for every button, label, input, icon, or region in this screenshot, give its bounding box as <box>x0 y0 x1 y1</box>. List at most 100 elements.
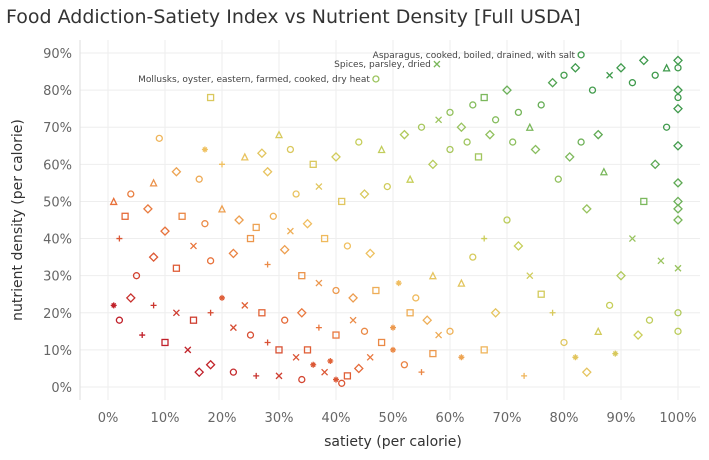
data-point-diamond <box>673 196 683 207</box>
data-point-circle <box>355 138 363 146</box>
data-point-diamond <box>673 140 683 151</box>
data-point-diamond <box>359 189 370 199</box>
y-axis-label: nutrient density (per calorie) <box>10 119 26 321</box>
data-point-circle <box>292 190 300 198</box>
data-point-circle <box>338 379 346 387</box>
data-point-asterisk <box>612 350 619 357</box>
data-point-circle <box>514 108 523 117</box>
data-point-diamond <box>302 218 313 229</box>
data-point-circle <box>372 75 380 83</box>
data-point-cross <box>435 116 443 124</box>
data-point-cross <box>286 227 294 235</box>
data-point-diamond <box>194 367 205 378</box>
x-tick-label: 90% <box>607 411 636 426</box>
data-point-diamond <box>673 203 683 214</box>
data-point-circle <box>446 327 454 335</box>
data-point-plus <box>139 332 146 339</box>
data-point-cross <box>433 60 441 68</box>
data-point-square <box>320 234 329 243</box>
data-point-cross <box>292 353 300 361</box>
data-point-diamond <box>638 55 649 66</box>
data-point-diamond <box>353 363 364 374</box>
data-point-triangle <box>457 278 466 287</box>
data-point-square <box>303 346 312 354</box>
chart-title: Food Addiction-Satiety Index vs Nutrient… <box>6 6 581 28</box>
data-point-square <box>474 153 483 161</box>
data-point-diamond <box>616 62 626 73</box>
data-point-diamond <box>484 129 495 140</box>
data-point-square <box>246 234 255 243</box>
data-point-circle <box>588 86 597 94</box>
y-tick-label: 40% <box>43 233 72 248</box>
data-points <box>109 55 683 387</box>
data-point-plus <box>264 261 271 268</box>
data-point-cross <box>606 71 614 79</box>
x-axis-ticks: 0% 10% 20% 30% 40% 50% 60% 70% 80% 90% 100% <box>98 411 697 426</box>
data-point-circle <box>195 175 203 183</box>
data-point-asterisk <box>333 376 339 383</box>
data-point-circle <box>446 145 454 154</box>
data-point-diamond <box>633 330 644 340</box>
data-point-circle <box>491 116 500 124</box>
data-point-circle <box>298 375 306 384</box>
y-tick-label: 70% <box>43 121 72 136</box>
data-point-square <box>332 331 340 339</box>
data-point-square <box>172 264 181 272</box>
y-tick-label: 80% <box>43 84 72 99</box>
data-point-circle <box>674 64 682 72</box>
data-point-diamond <box>593 129 604 140</box>
data-point-circle <box>469 101 477 109</box>
data-point-diamond <box>564 151 575 162</box>
data-point-cross <box>321 368 329 376</box>
data-point-diamond <box>205 359 216 370</box>
data-point-circle <box>127 190 135 198</box>
data-point-diamond <box>581 203 592 214</box>
data-point-circle <box>383 182 391 191</box>
data-point-cross <box>628 235 636 243</box>
data-point-circle <box>503 216 511 224</box>
data-point-circle <box>417 123 426 131</box>
data-point-plus <box>481 235 488 242</box>
data-point-diamond <box>456 122 467 133</box>
data-point-circle <box>577 138 585 146</box>
data-point-asterisk <box>395 280 402 287</box>
data-point-circle <box>577 51 585 59</box>
data-point-square <box>121 212 129 220</box>
x-tick-label: 10% <box>151 411 180 426</box>
data-point-diamond <box>673 103 683 114</box>
data-point-circle <box>662 123 671 131</box>
data-point-asterisk <box>201 146 208 153</box>
data-point-diamond <box>547 77 558 88</box>
x-tick-label: 50% <box>379 411 408 426</box>
data-point-asterisk <box>310 361 317 368</box>
gridlines <box>79 40 700 400</box>
data-point-square <box>161 338 169 347</box>
data-point-circle <box>360 327 369 335</box>
data-point-diamond <box>673 177 683 188</box>
data-point-triangle <box>217 204 227 213</box>
data-point-diamond <box>399 129 410 140</box>
data-point-circle <box>412 294 420 302</box>
data-point-asterisk <box>219 294 225 301</box>
data-point-plus <box>549 309 556 316</box>
data-point-diamond <box>142 203 153 214</box>
data-point-triangle <box>149 178 158 187</box>
data-point-diamond <box>490 307 501 318</box>
y-tick-label: 50% <box>43 195 72 210</box>
data-point-square <box>178 212 186 220</box>
x-tick-label: 0% <box>98 411 119 426</box>
data-point-diamond <box>673 85 683 96</box>
data-point-diamond <box>262 166 273 177</box>
data-point-circle <box>560 71 568 79</box>
data-point-triangle <box>662 63 671 72</box>
data-point-diamond <box>228 248 239 259</box>
data-point-diamond <box>160 226 170 237</box>
data-point-square <box>252 223 260 232</box>
data-point-circle <box>132 272 141 280</box>
data-point-circle <box>469 253 477 261</box>
data-point-asterisk <box>458 354 465 361</box>
data-point-diamond <box>348 293 359 303</box>
data-point-plus <box>315 324 322 331</box>
data-point-diamond <box>234 215 245 225</box>
data-point-diamond <box>530 144 541 155</box>
